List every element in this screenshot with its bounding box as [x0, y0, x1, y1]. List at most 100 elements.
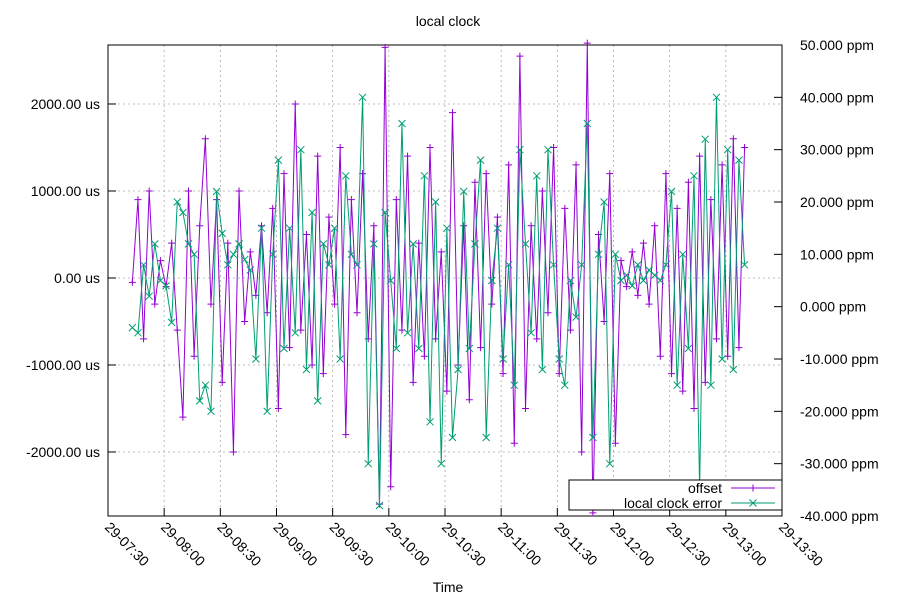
data-point	[185, 187, 193, 195]
data-point	[527, 222, 535, 230]
data-point	[555, 370, 563, 378]
data-point	[707, 381, 715, 390]
data-point	[246, 266, 255, 274]
data-point	[459, 187, 468, 196]
data-point	[145, 187, 153, 195]
data-point	[555, 355, 564, 363]
data-point	[291, 100, 299, 108]
data-point	[139, 260, 148, 269]
data-point	[314, 152, 322, 160]
data-point	[572, 313, 580, 321]
legend-label: offset	[688, 480, 722, 496]
data-point	[409, 378, 417, 386]
data-point	[325, 260, 333, 269]
y-tick-label: 0.00 us	[54, 270, 100, 286]
data-point	[577, 260, 586, 269]
data-point	[201, 381, 210, 390]
data-point	[729, 135, 737, 143]
y2-tick-label: -40.000 ppm	[800, 508, 879, 524]
data-point	[235, 240, 243, 248]
data-point	[319, 240, 328, 248]
data-point	[426, 417, 434, 426]
data-point	[325, 213, 333, 221]
data-point	[628, 281, 637, 290]
data-point	[387, 483, 395, 491]
data-point	[145, 292, 154, 301]
data-point	[538, 187, 546, 195]
data-point	[578, 448, 586, 456]
x-tick-label: 29-12:30	[664, 519, 715, 570]
data-point	[589, 433, 597, 442]
x-tick-label: 29-11:30	[551, 519, 601, 569]
data-point	[487, 276, 496, 285]
data-point	[212, 187, 221, 196]
data-point	[516, 52, 524, 60]
data-point	[432, 335, 440, 343]
data-point	[684, 178, 692, 186]
y2-tick-label: -30.000 ppm	[800, 456, 879, 472]
data-point	[291, 328, 300, 337]
data-point	[611, 439, 619, 447]
data-point	[353, 260, 361, 269]
x-tick-label: 29-10:00	[383, 519, 434, 570]
data-point	[296, 145, 305, 154]
data-point	[151, 300, 159, 308]
data-point	[606, 170, 614, 178]
data-point	[493, 213, 501, 221]
data-point	[538, 365, 547, 374]
data-point	[471, 178, 479, 186]
data-point	[336, 355, 345, 363]
y2-tick-label: 30.000 ppm	[800, 142, 874, 158]
data-point	[594, 250, 603, 259]
data-point	[701, 135, 710, 144]
data-point	[392, 196, 400, 204]
data-point	[673, 381, 682, 390]
data-point	[679, 387, 687, 395]
data-point	[252, 355, 260, 363]
y2-tick-label: -10.000 ppm	[800, 351, 879, 367]
data-point	[482, 433, 491, 442]
data-point	[195, 397, 204, 405]
x-tick-label: 29-09:00	[270, 519, 321, 570]
data-point	[370, 240, 378, 248]
data-point	[634, 291, 642, 299]
data-point	[190, 250, 198, 259]
data-point	[179, 208, 187, 217]
data-point	[740, 260, 749, 269]
data-point	[263, 309, 271, 317]
data-point	[302, 230, 310, 238]
data-point	[241, 317, 249, 325]
data-point	[712, 93, 721, 102]
data-point	[471, 240, 479, 248]
data-point	[465, 344, 474, 353]
data-point	[617, 257, 625, 265]
data-point	[707, 196, 715, 204]
data-point	[414, 344, 423, 353]
data-point	[532, 171, 541, 180]
data-point	[549, 260, 558, 269]
data-point	[448, 109, 456, 117]
data-point	[611, 250, 620, 259]
data-point	[690, 171, 698, 180]
data-point	[662, 260, 670, 269]
data-point	[386, 276, 395, 285]
data-point	[488, 300, 496, 308]
x-tick-label: 29-13:30	[776, 519, 827, 570]
x-axis-label: Time	[433, 579, 464, 595]
data-point	[505, 161, 513, 169]
data-point	[375, 501, 384, 510]
data-point	[167, 318, 176, 327]
data-point	[218, 378, 226, 386]
data-point	[302, 365, 311, 374]
legend-marker	[749, 499, 757, 507]
data-point	[134, 196, 142, 204]
data-point	[673, 204, 681, 212]
data-point	[173, 326, 181, 334]
data-point	[735, 344, 743, 352]
x-tick-label: 29-10:30	[439, 519, 490, 570]
data-point	[268, 250, 277, 259]
data-point	[476, 156, 485, 164]
chart-title: local clock	[416, 13, 482, 29]
data-point	[331, 300, 339, 308]
x-tick-label: 29-12:00	[607, 519, 658, 570]
